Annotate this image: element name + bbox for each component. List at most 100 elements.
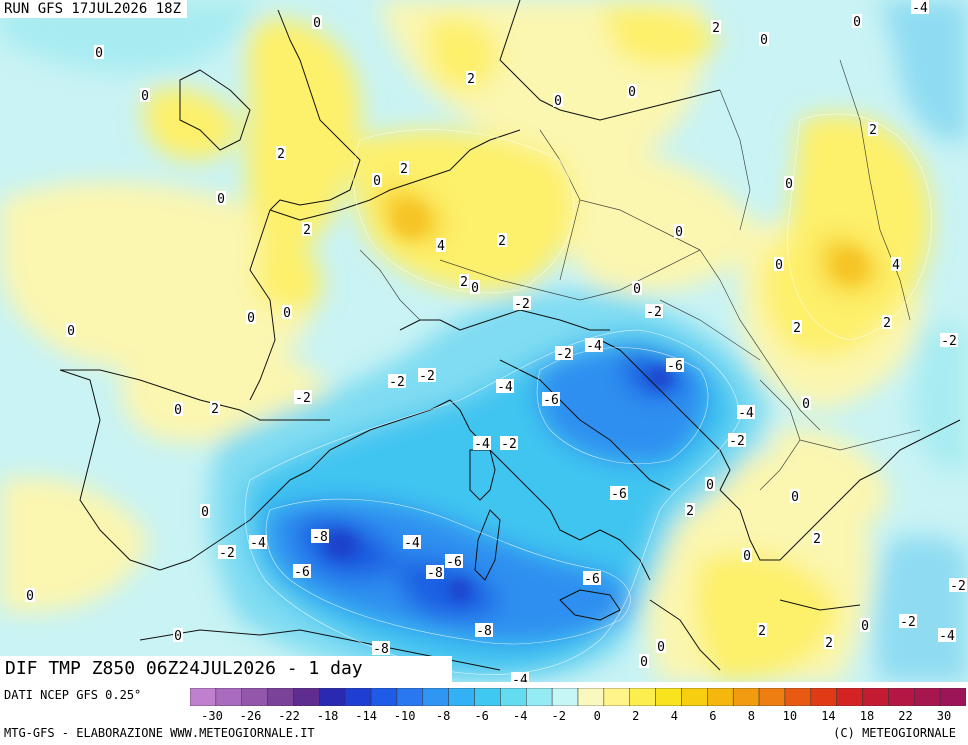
contour-label-text: -4 — [939, 629, 955, 644]
contour-label: -8 — [426, 565, 444, 581]
contour-label: 2 — [459, 274, 469, 290]
contour-label-text: 2 — [825, 636, 833, 651]
contour-label-text: -4 — [586, 339, 602, 354]
contour-label: -4 — [473, 436, 491, 452]
contour-label: 0 — [860, 618, 870, 634]
contour-label-text: 0 — [785, 177, 793, 192]
contour-label-box — [66, 323, 76, 337]
contour-label-box — [216, 191, 226, 205]
contour-label: -8 — [475, 623, 493, 639]
contour-label: 0 — [759, 32, 769, 48]
color-scale-swatch — [629, 688, 656, 706]
contour-label-box — [418, 368, 436, 382]
contour-label: 0 — [784, 176, 794, 192]
contour-label-box — [294, 390, 312, 404]
contour-label: 0 — [742, 548, 752, 564]
contour-label-box — [759, 32, 769, 46]
contour-label-box — [583, 571, 601, 585]
contour-label: -4 — [938, 628, 956, 644]
contour-label: -2 — [388, 374, 406, 390]
contour-label-text: 2 — [712, 21, 720, 36]
contour-label-box — [403, 535, 421, 549]
contour-label-box — [282, 305, 292, 319]
color-scale-swatch — [267, 688, 294, 706]
contour-label: 0 — [25, 588, 35, 604]
contour-label: -2 — [418, 368, 436, 384]
contour-label: -2 — [949, 578, 967, 594]
contour-label: -4 — [911, 0, 929, 16]
color-scale-swatch — [241, 688, 268, 706]
contour-label-text: 4 — [437, 239, 445, 254]
contour-label-box — [824, 635, 834, 649]
contour-label-box — [801, 396, 811, 410]
contour-label: 2 — [302, 222, 312, 238]
contour-label-text: 0 — [791, 490, 799, 505]
color-scale-tick-label: -8 — [436, 709, 450, 723]
contour-label-text: 2 — [498, 234, 506, 249]
color-scale-tick-label: -26 — [240, 709, 262, 723]
color-scale-swatch — [862, 688, 889, 706]
contour-label-text: 0 — [141, 89, 149, 104]
contour-label-text: -2 — [941, 334, 957, 349]
contour-label-text: 0 — [861, 619, 869, 634]
contour-label-text: 0 — [217, 192, 225, 207]
color-scale-swatch — [319, 688, 346, 706]
color-scale-tick-label: 6 — [709, 709, 716, 723]
contour-label-box — [645, 304, 663, 318]
contour-label-box — [685, 503, 695, 517]
contour-label-box — [938, 628, 956, 642]
contour-label-text: -2 — [900, 615, 916, 630]
contour-label-box — [513, 296, 531, 310]
contour-label: 0 — [705, 477, 715, 493]
contour-label: 2 — [824, 635, 834, 651]
contour-label-box — [656, 639, 666, 653]
contour-label: -2 — [728, 433, 746, 449]
contour-label: 4 — [891, 257, 901, 273]
contour-label-text: 0 — [775, 258, 783, 273]
color-scale-swatch — [577, 688, 605, 706]
contour-label-box — [445, 554, 463, 568]
copyright: (C) METEOGIORNALE — [833, 726, 956, 740]
contour-label-box — [475, 623, 493, 637]
contour-label-box — [940, 333, 958, 347]
contour-label-box — [705, 477, 715, 491]
contour-label-box — [200, 504, 210, 518]
color-scale-tick-label: 14 — [821, 709, 835, 723]
contour-label-text: -8 — [476, 624, 492, 639]
contour-label-box — [627, 84, 637, 98]
color-scale-swatch — [655, 688, 682, 706]
contour-label: -4 — [737, 405, 755, 421]
contour-label-text: 2 — [211, 402, 219, 417]
contour-label-box — [388, 374, 406, 388]
contour-label: 0 — [372, 173, 382, 189]
contour-label-text: 0 — [313, 16, 321, 31]
color-scale-tick-label: 8 — [748, 709, 755, 723]
contour-label-box — [511, 672, 529, 682]
contour-label: 2 — [882, 315, 892, 331]
color-scale-ticks: -30 -26 -22 -18 -14 -10 -8 -6 -4 -2 0 2 4 6 8 10 14 18 22 3… — [201, 709, 951, 723]
contour-label: 2 — [792, 320, 802, 336]
color-scale-swatch — [344, 688, 372, 706]
contour-label: 2 — [868, 122, 878, 138]
color-scale-tick-label: -10 — [394, 709, 416, 723]
contour-label-text: -2 — [295, 391, 311, 406]
color-scale-swatch — [396, 688, 424, 706]
contour-label-text: 0 — [174, 629, 182, 644]
contour-label-box — [497, 233, 507, 247]
contour-label-box — [302, 222, 312, 236]
contour-label-text: 0 — [760, 33, 768, 48]
contour-label: 0 — [674, 224, 684, 240]
contour-label-text: -2 — [950, 579, 966, 594]
contour-label-box — [210, 401, 220, 415]
contour-label: 0 — [216, 191, 226, 207]
contour-label-box — [868, 122, 878, 136]
contour-label: 0 — [312, 15, 322, 31]
contour-label-box — [882, 315, 892, 329]
contour-label-text: 2 — [686, 504, 694, 519]
color-scale-swatch — [370, 688, 398, 706]
contour-label: 2 — [711, 20, 721, 36]
contour-label-text: -6 — [294, 565, 310, 580]
run-title: RUN GFS 17JUL2026 18Z — [0, 0, 188, 18]
